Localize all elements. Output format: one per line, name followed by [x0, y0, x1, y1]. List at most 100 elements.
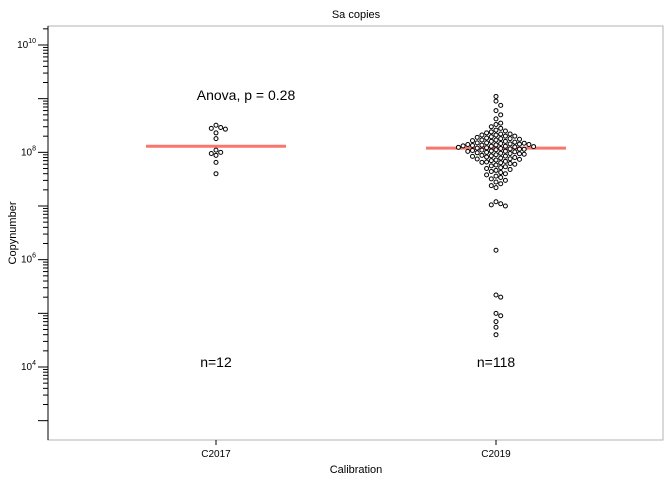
data-point: [474, 140, 480, 146]
data-point: [484, 154, 490, 160]
data-point: [479, 142, 485, 148]
data-point: [493, 324, 499, 330]
data-point: [498, 102, 504, 108]
data-point: [502, 138, 508, 144]
data-point: [507, 141, 513, 147]
data-point: [488, 129, 494, 135]
plot-panel: [47, 25, 664, 441]
data-point: [502, 143, 508, 149]
data-point: [512, 144, 518, 150]
data-point: [512, 161, 518, 167]
data-point: [479, 132, 485, 138]
count-label-c2019: n=118: [477, 354, 515, 370]
data-point: [517, 151, 522, 157]
data-point: [484, 159, 490, 165]
data-point: [498, 165, 504, 171]
data-point: [488, 134, 494, 140]
data-point: [488, 202, 494, 208]
data-point: [213, 159, 219, 165]
data-point: [493, 127, 499, 133]
y-tick-label: 108: [21, 145, 36, 158]
chart-title: Sa copies: [332, 9, 381, 21]
data-point: [521, 146, 527, 152]
data-point: [218, 125, 224, 131]
data-point: [484, 135, 490, 141]
data-point: [498, 125, 504, 131]
data-point: [493, 292, 499, 298]
data-point: [507, 151, 513, 157]
data-point: [493, 108, 499, 114]
data-point: [498, 160, 504, 166]
y-tick-label: 1010: [17, 38, 36, 51]
data-point: [493, 157, 499, 163]
data-point: [517, 136, 522, 142]
data-point: [498, 131, 504, 137]
data-point: [526, 141, 532, 147]
data-point: [507, 156, 513, 162]
data-point: [507, 166, 513, 172]
data-point: [498, 150, 504, 156]
data-point: [498, 174, 504, 180]
data-point: [493, 247, 499, 253]
data-point: [502, 203, 508, 209]
data-point: [488, 168, 494, 174]
data-point: [521, 140, 527, 146]
data-point: [512, 133, 518, 139]
y-tick-label: 104: [21, 360, 36, 373]
data-point: [502, 177, 508, 183]
data-point: [498, 136, 504, 142]
data-point: [484, 149, 490, 155]
data-point: [507, 146, 513, 152]
data-point: [507, 160, 513, 166]
data-point: [493, 332, 499, 338]
data-point: [213, 171, 219, 177]
data-point: [479, 159, 485, 165]
data-point: [222, 126, 228, 132]
x-axis-label: Calibration: [330, 464, 383, 476]
data-point: [498, 201, 504, 207]
data-point: [517, 146, 522, 152]
data-point: [493, 167, 499, 173]
data-point: [488, 176, 494, 182]
data-point: [493, 179, 499, 185]
y-axis: 104 106 108 1010: [17, 26, 49, 440]
data-point: [488, 148, 494, 154]
data-point: [498, 145, 504, 151]
data-point: [470, 138, 475, 144]
data-point: [507, 131, 513, 137]
data-point: [460, 143, 466, 149]
data-point: [488, 124, 494, 130]
data-point: [502, 148, 508, 154]
data-point: [493, 173, 499, 179]
data-point: [498, 313, 504, 319]
data-point: [512, 139, 518, 145]
data-point: [493, 319, 499, 325]
data-point: [488, 143, 494, 149]
data-point: [498, 120, 504, 126]
data-point: [479, 137, 485, 143]
data-point: [498, 170, 504, 176]
data-point: [474, 156, 480, 162]
y-tick-label: 106: [21, 253, 36, 266]
data-point: [531, 144, 537, 150]
data-point: [493, 132, 499, 138]
data-point: [213, 152, 219, 158]
data-point: [488, 158, 494, 164]
anova-annotation: Anova, p = 0.28: [197, 87, 296, 103]
data-point: [498, 294, 504, 300]
data-point: [479, 147, 485, 153]
data-point: [493, 122, 499, 128]
data-point: [498, 141, 504, 147]
data-point: [470, 148, 475, 154]
data-point: [493, 310, 499, 316]
data-point: [493, 147, 499, 153]
data-point: [502, 133, 508, 139]
data-point: [502, 158, 508, 164]
data-point: [470, 153, 475, 159]
data-point: [512, 155, 518, 161]
data-point: [498, 112, 504, 118]
count-label-c2017: n=12: [200, 354, 232, 370]
data-point: [488, 163, 494, 169]
data-point: [493, 152, 499, 158]
